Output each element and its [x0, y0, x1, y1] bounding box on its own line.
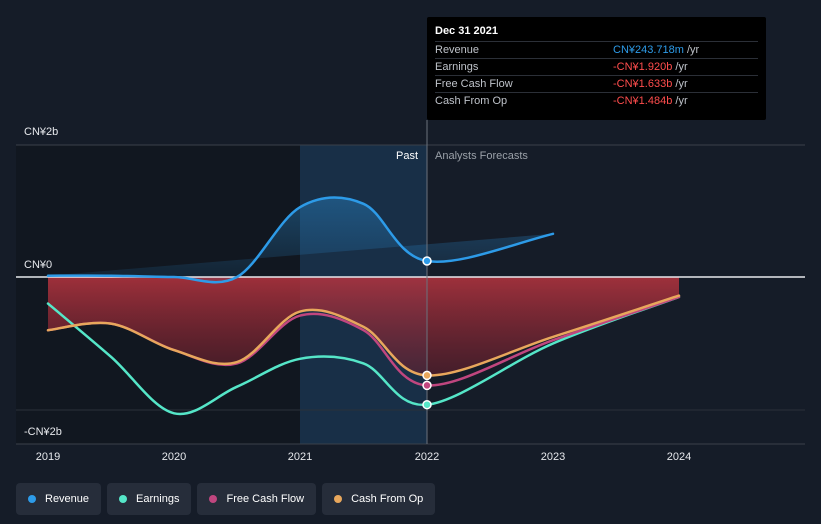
x-tick-label: 2022	[414, 451, 440, 463]
tooltip-row-value: -CN¥1.484b	[613, 95, 673, 107]
y-tick-label: CN¥2b	[24, 126, 59, 138]
tooltip-row-value: -CN¥1.633b	[613, 78, 673, 90]
series-line-earnings	[46, 295, 681, 416]
past-label: Past	[396, 150, 419, 162]
legend-label: Free Cash Flow	[226, 493, 305, 505]
legend-label: Earnings	[136, 493, 180, 505]
x-tick-label: 2024	[666, 451, 692, 463]
legend-dot-icon	[28, 495, 36, 503]
tooltip-date: Dec 31 2021	[435, 25, 498, 37]
tooltip-row-name: Revenue	[435, 44, 480, 56]
legend-item-cash-from-op[interactable]: Cash From Op	[322, 483, 436, 515]
tooltip-row-name: Cash From Op	[435, 95, 508, 107]
x-tick-label: 2023	[540, 451, 566, 463]
legend: Revenue Earnings Free Cash Flow Cash Fro…	[16, 483, 436, 515]
tooltip-row-unit: /yr	[675, 95, 688, 107]
tooltip-row-name: Free Cash Flow	[435, 78, 513, 90]
legend-label: Revenue	[45, 493, 90, 505]
data-point-free-cash-flow	[422, 380, 432, 391]
legend-dot-icon	[209, 495, 218, 503]
legend-dot-icon	[119, 495, 128, 503]
y-tick-label: CN¥0	[24, 259, 53, 271]
series-line-cash-from-op	[46, 294, 681, 377]
tooltip-row-cash-from-op: Cash From Op -CN¥1.484b /yr	[435, 92, 758, 110]
x-tick-label: 2021	[287, 451, 313, 463]
revenue-area	[48, 197, 553, 283]
y-tick-label: -CN¥2b	[24, 426, 62, 438]
legend-item-free-cash-flow[interactable]: Free Cash Flow	[197, 483, 317, 515]
tooltip-row-free-cash-flow: Free Cash Flow -CN¥1.633b /yr	[435, 75, 758, 93]
tooltip-row-unit: /yr	[675, 61, 688, 73]
tooltip-row-value: -CN¥1.920b	[613, 61, 673, 73]
x-tick-label: 2019	[35, 451, 61, 463]
tooltip-row-name: Earnings	[435, 61, 479, 73]
data-point-revenue	[422, 256, 432, 266]
legend-item-revenue[interactable]: Revenue	[16, 483, 102, 515]
tooltip: Dec 31 2021 Revenue CN¥243.718m /yr Earn…	[427, 17, 766, 120]
x-tick-label: 2020	[161, 451, 187, 463]
legend-item-earnings[interactable]: Earnings	[107, 483, 192, 515]
data-point-earnings	[422, 399, 432, 410]
data-point-cash-from-op	[422, 370, 432, 381]
tooltip-row-unit: /yr	[675, 78, 688, 90]
tooltip-row-unit: /yr	[687, 44, 700, 56]
forecast-label: Analysts Forecasts	[435, 150, 528, 162]
legend-dot-icon	[334, 495, 343, 503]
tooltip-row-earnings: Earnings -CN¥1.920b /yr	[435, 58, 758, 76]
tooltip-row-revenue: Revenue CN¥243.718m /yr	[435, 41, 758, 59]
tooltip-row-value: CN¥243.718m	[613, 44, 684, 56]
legend-label: Cash From Op	[351, 493, 424, 505]
